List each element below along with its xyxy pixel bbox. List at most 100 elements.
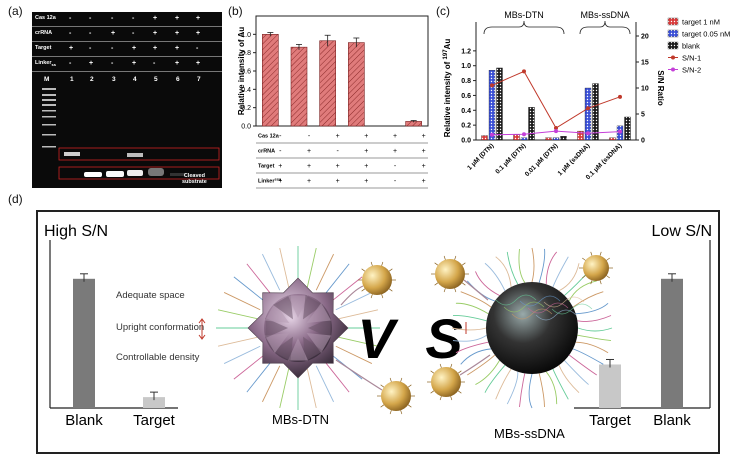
gel-sign: - bbox=[89, 15, 92, 22]
ylabel-sup-c: 197 bbox=[443, 49, 449, 60]
ssdna-strand bbox=[538, 248, 546, 283]
panel-label-b: (b) bbox=[228, 4, 243, 18]
gel-lane-label: M bbox=[44, 76, 50, 83]
dtn-strand bbox=[335, 345, 373, 364]
bar-c bbox=[488, 70, 496, 141]
gold-spike bbox=[582, 257, 586, 261]
gold-spike bbox=[461, 262, 466, 266]
gel-band-lower bbox=[127, 170, 143, 176]
ladder-band bbox=[42, 110, 56, 112]
panel-label-c: (c) bbox=[436, 4, 450, 18]
bar-b bbox=[262, 34, 279, 127]
bar-c bbox=[624, 116, 631, 141]
ssdna-strand bbox=[577, 315, 612, 322]
gold-spike bbox=[380, 404, 385, 408]
axis-frame-b bbox=[255, 15, 429, 127]
group-brace-c bbox=[483, 20, 565, 35]
dtn-facet bbox=[306, 333, 332, 353]
linker-strand bbox=[463, 279, 489, 301]
gel-sign: + bbox=[89, 60, 94, 67]
table-sign-b: + bbox=[422, 163, 426, 170]
ssdna-strand bbox=[455, 302, 489, 315]
gel-sign: - bbox=[69, 15, 72, 22]
xtick-label-c: 0.1 μM (DTN) bbox=[494, 142, 527, 175]
left-bar-label: Blank bbox=[65, 412, 103, 429]
gel-sign: + bbox=[132, 45, 137, 52]
gold-spike bbox=[388, 268, 393, 272]
gold-spike bbox=[590, 251, 593, 256]
ssdna-strand bbox=[466, 280, 495, 302]
ladder-band bbox=[42, 116, 56, 118]
gold-nanoparticle bbox=[381, 381, 411, 411]
gold-spike bbox=[407, 384, 412, 388]
ssdna-strand bbox=[484, 364, 506, 393]
vs-s: S bbox=[425, 307, 462, 370]
dtn-strand bbox=[315, 365, 334, 403]
gel-row-label: Cas 12a bbox=[35, 15, 56, 21]
ssdna-strand bbox=[572, 348, 604, 365]
feature-label: Adequate space bbox=[116, 290, 185, 301]
group-label-c: MBs-ssDNA bbox=[581, 10, 630, 20]
gel-row-target: Target bbox=[32, 43, 222, 55]
right-bar bbox=[661, 278, 683, 408]
ssdna-strand bbox=[475, 271, 500, 296]
ssdna-strand bbox=[495, 368, 512, 400]
gel-sign: - bbox=[196, 45, 199, 52]
bar-c bbox=[496, 67, 503, 141]
ssdna-surface-strand bbox=[519, 295, 561, 307]
panel-label-d: (d) bbox=[8, 192, 23, 206]
dtn-strand bbox=[315, 253, 334, 291]
ssdna-strand bbox=[577, 327, 613, 332]
dtn-strand bbox=[306, 247, 317, 288]
ytick-label-c: 0.6 bbox=[461, 93, 471, 100]
dtn-strand bbox=[223, 292, 261, 311]
xtick-label-c: 1 μM (ssDNA) bbox=[557, 142, 592, 177]
dtn-facet bbox=[303, 294, 323, 320]
gel-row-label: Target bbox=[35, 45, 52, 51]
dtn-strand bbox=[217, 336, 258, 347]
table-sign-b: + bbox=[422, 133, 426, 140]
gold-spike bbox=[389, 410, 392, 415]
ssdna-strand bbox=[575, 302, 609, 315]
ladder-band bbox=[42, 146, 56, 148]
gel-sign: + bbox=[196, 15, 201, 22]
line-series-c bbox=[491, 70, 621, 129]
ssdna-strand bbox=[460, 348, 492, 365]
ssdna-strand bbox=[460, 291, 492, 308]
gold-spike bbox=[381, 294, 384, 299]
feature-label: Controllable density bbox=[116, 352, 200, 363]
gel-sign: + bbox=[175, 60, 180, 67]
ladder-band bbox=[42, 94, 56, 96]
ssdna-strand bbox=[538, 373, 545, 408]
gold-spike bbox=[457, 370, 462, 374]
table-sign-b: + bbox=[307, 163, 311, 170]
ylabel-c: Relative intensity of 197Au bbox=[443, 39, 452, 138]
gold-spike bbox=[381, 261, 384, 266]
gold-spike bbox=[443, 288, 446, 293]
gel-row-cas12a: Cas 12a bbox=[32, 13, 222, 25]
right-bar-label: Target bbox=[589, 412, 632, 429]
ytick-label-b: 0.2 bbox=[241, 105, 251, 112]
gel-sign: + bbox=[175, 15, 180, 22]
ssdna-core bbox=[486, 282, 578, 374]
table-row-label-b: Linkerssa bbox=[258, 177, 282, 185]
ssdna-strand bbox=[552, 256, 569, 288]
panel-d-box bbox=[36, 210, 720, 454]
bar-c bbox=[560, 136, 567, 141]
dtn-strand bbox=[279, 247, 290, 288]
gold-spike bbox=[400, 377, 403, 382]
line-point-c bbox=[554, 129, 558, 134]
cleaved-label: Cleaved substrate bbox=[182, 173, 207, 185]
bar-c bbox=[520, 137, 528, 141]
ssdna-surface-strand bbox=[543, 296, 585, 308]
dtn-strand bbox=[223, 345, 261, 364]
ssdna-strand bbox=[545, 371, 558, 405]
gel-lane-label: 4 bbox=[133, 76, 137, 83]
gel-sign: - bbox=[132, 15, 135, 22]
right-bar bbox=[599, 364, 621, 408]
gel-band-upper bbox=[127, 153, 143, 157]
table-sign-b: - bbox=[394, 178, 397, 185]
ladder-band bbox=[42, 104, 56, 106]
table-sign-b: + bbox=[364, 133, 368, 140]
gel-lane-label: 3 bbox=[112, 76, 116, 83]
